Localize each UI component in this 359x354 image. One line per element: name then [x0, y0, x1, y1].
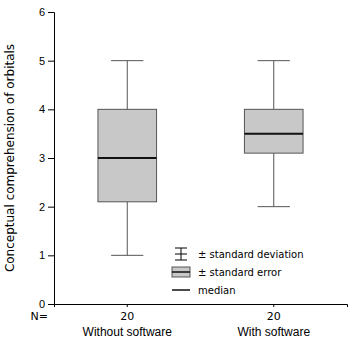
legend-symbol	[175, 260, 187, 261]
whisker-low	[273, 153, 274, 207]
legend-item: ± standard deviation	[175, 248, 304, 260]
plot: 0 1 2 3 4 5 6 Without software With software N= 20…	[31, 6, 348, 339]
y-tick-mark	[48, 12, 54, 13]
y-tick: 3	[39, 152, 54, 164]
cap-high	[258, 60, 290, 61]
n-label: N=	[31, 310, 48, 323]
legend-label: ± standard error	[198, 267, 282, 278]
legend-item: ± standard error	[172, 267, 282, 278]
y-tick-mark	[48, 255, 54, 256]
whisker-high	[273, 61, 274, 110]
y-tick-mark	[48, 158, 54, 159]
median-line	[98, 157, 157, 159]
legend: ± standard deviation ± standard error medi…	[172, 248, 304, 296]
y-tick: 5	[39, 55, 54, 67]
median-line	[244, 133, 303, 135]
x-tick-mark	[273, 304, 274, 307]
y-tick-label: 1	[39, 249, 45, 261]
y-tick-label: 0	[39, 298, 45, 310]
boxes	[98, 61, 303, 256]
legend-symbol	[175, 248, 187, 249]
legend-symbol	[172, 289, 190, 291]
legend-label: ± standard deviation	[198, 249, 304, 260]
cap-low	[258, 206, 290, 207]
legend-symbol	[172, 271, 190, 273]
y-tick-label: 2	[39, 201, 45, 213]
x-axis-line	[55, 305, 348, 308]
chart: 0 1 2 3 4 5 6 Without software With software N= 20…	[0, 0, 359, 354]
box	[244, 109, 303, 153]
x-tick-mark	[127, 304, 128, 307]
box	[98, 109, 157, 201]
n-value: 20	[267, 310, 281, 323]
y-tick: 4	[39, 103, 54, 115]
y-tick-mark	[48, 61, 54, 62]
y-tick: 2	[39, 201, 54, 213]
legend-label: median	[198, 285, 236, 296]
x-tick: Without software	[83, 304, 173, 339]
y-tick-label: 6	[39, 6, 45, 18]
n-value: 20	[120, 310, 134, 323]
x-tick: With software	[237, 304, 310, 339]
legend-symbol	[172, 267, 190, 277]
y-axis: 0 1 2 3 4 5 6	[39, 6, 55, 310]
cap-high	[111, 60, 143, 61]
y-axis-title: Conceptual comprehension of orbitals	[3, 44, 17, 272]
y-tick-mark	[48, 109, 54, 110]
y-tick-mark	[48, 304, 54, 305]
x-axis: Without software With software	[55, 304, 348, 339]
cap-low	[111, 255, 143, 256]
legend-symbol	[175, 254, 187, 255]
y-tick: 0	[39, 298, 54, 310]
whisker-low	[127, 202, 128, 256]
y-tick-label: 4	[39, 103, 45, 115]
x-tick-label: Without software	[83, 325, 173, 339]
y-axis-line	[48, 13, 55, 305]
whisker-high	[127, 61, 128, 110]
y-tick-label: 3	[39, 152, 45, 164]
y-tick: 1	[39, 249, 54, 261]
y-tick-mark	[48, 207, 54, 208]
y-tick: 6	[39, 6, 54, 18]
legend-item: median	[172, 285, 236, 296]
y-tick-label: 5	[39, 55, 45, 67]
box-group	[244, 61, 303, 207]
x-tick-label: With software	[237, 325, 310, 339]
box-group	[98, 61, 157, 256]
n-row: N= 20 20	[31, 310, 281, 323]
